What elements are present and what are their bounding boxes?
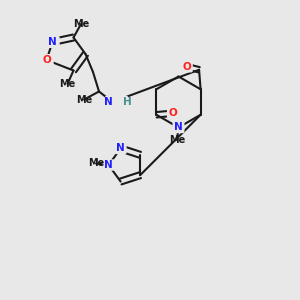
FancyBboxPatch shape — [167, 107, 179, 119]
FancyBboxPatch shape — [115, 143, 127, 154]
Text: N: N — [116, 143, 125, 154]
FancyBboxPatch shape — [39, 54, 54, 66]
FancyBboxPatch shape — [182, 61, 193, 72]
Text: H: H — [123, 97, 132, 107]
Text: Me: Me — [76, 94, 92, 105]
FancyBboxPatch shape — [105, 96, 120, 108]
Text: N: N — [104, 97, 112, 107]
Text: O: O — [42, 55, 51, 65]
Text: N: N — [174, 122, 183, 133]
FancyBboxPatch shape — [172, 122, 184, 133]
Text: Me: Me — [73, 19, 89, 29]
Text: Me: Me — [88, 158, 104, 169]
FancyBboxPatch shape — [118, 96, 128, 108]
FancyBboxPatch shape — [45, 36, 60, 48]
Text: N: N — [48, 37, 57, 47]
Text: O: O — [169, 108, 177, 118]
Text: Me: Me — [59, 79, 76, 89]
Text: N: N — [104, 160, 113, 170]
Text: Me: Me — [169, 135, 185, 145]
Text: O: O — [183, 62, 191, 72]
FancyBboxPatch shape — [103, 159, 115, 171]
